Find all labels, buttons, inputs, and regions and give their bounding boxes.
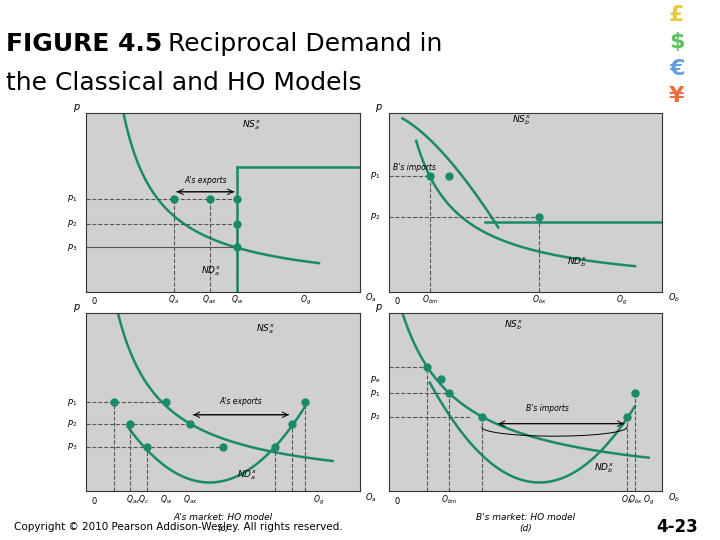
- Point: [435, 375, 446, 383]
- Text: $Q_{ax}$: $Q_{ax}$: [183, 493, 197, 505]
- Text: ¥: ¥: [669, 86, 685, 106]
- Text: $ND_b^x$: $ND_b^x$: [567, 256, 587, 269]
- Point: [444, 171, 455, 180]
- Text: $Q_{w}$: $Q_{w}$: [230, 293, 243, 306]
- Text: $p_2$: $p_2$: [369, 211, 380, 222]
- Text: A's exports: A's exports: [220, 397, 262, 406]
- Text: $Q_a$: $Q_a$: [168, 293, 179, 306]
- Text: $O_g$: $O_g$: [300, 294, 311, 307]
- Text: p: p: [73, 302, 79, 312]
- Text: $O_g$: $O_g$: [643, 494, 654, 507]
- Point: [204, 194, 215, 203]
- Text: €: €: [669, 59, 685, 79]
- Text: £: £: [669, 4, 685, 25]
- Point: [476, 412, 487, 421]
- Point: [621, 412, 633, 421]
- Text: $NS_a^x$: $NS_a^x$: [243, 119, 261, 132]
- Text: $Q_{ax}$: $Q_{ax}$: [126, 493, 140, 505]
- Text: B's market: classical model
(b): B's market: classical model (b): [464, 313, 588, 333]
- Text: $O_g$: $O_g$: [313, 494, 325, 507]
- Text: $Q_c$: $Q_c$: [138, 493, 149, 505]
- Point: [160, 398, 171, 407]
- Text: A's market: classical model
(a): A's market: classical model (a): [161, 313, 285, 333]
- Text: $O_{bx}$: $O_{bx}$: [532, 293, 546, 306]
- Point: [141, 443, 153, 451]
- Text: $p_2$: $p_2$: [369, 411, 380, 422]
- Point: [629, 389, 641, 397]
- Text: $p_2$: $p_2$: [67, 418, 78, 429]
- Text: Copyright © 2010 Pearson Addison-Wesley. All rights reserved.: Copyright © 2010 Pearson Addison-Wesley.…: [14, 522, 343, 532]
- Point: [108, 398, 120, 407]
- Text: FIGURE 4.5: FIGURE 4.5: [6, 32, 163, 56]
- Text: $p_3$: $p_3$: [67, 241, 78, 253]
- Text: 4-23: 4-23: [657, 518, 698, 536]
- Point: [231, 194, 243, 203]
- Point: [125, 420, 136, 428]
- Text: $O_a$: $O_a$: [366, 491, 377, 504]
- Text: p: p: [375, 302, 382, 312]
- Text: $p_2$: $p_2$: [67, 218, 78, 230]
- Point: [300, 398, 311, 407]
- Text: $p_1$: $p_1$: [369, 170, 380, 181]
- Text: B's market: HO model
(d): B's market: HO model (d): [476, 513, 575, 532]
- Text: B's imports: B's imports: [526, 404, 569, 413]
- Point: [286, 420, 297, 428]
- Point: [269, 443, 281, 451]
- Point: [534, 212, 545, 221]
- Text: the Classical and HO Models: the Classical and HO Models: [6, 71, 362, 94]
- Text: $O_K$: $O_K$: [621, 493, 633, 505]
- Text: A's exports: A's exports: [184, 176, 227, 185]
- Text: $O_{bx}$: $O_{bx}$: [628, 493, 642, 505]
- Text: $O_b$: $O_b$: [668, 292, 680, 304]
- Text: p: p: [375, 102, 382, 112]
- Point: [184, 420, 196, 428]
- Text: $O_{bm}$: $O_{bm}$: [422, 293, 438, 306]
- Point: [424, 171, 436, 180]
- Text: $O_a$: $O_a$: [366, 292, 377, 304]
- Text: $O_g$: $O_g$: [616, 294, 627, 307]
- Text: $Q_{ax}$: $Q_{ax}$: [202, 293, 217, 306]
- Point: [444, 389, 455, 397]
- Text: B's imports: B's imports: [393, 164, 436, 172]
- Text: $p_1$: $p_1$: [67, 397, 78, 408]
- Text: 0: 0: [92, 497, 97, 506]
- Text: $p_e$: $p_e$: [369, 374, 380, 384]
- Text: 0: 0: [395, 497, 400, 506]
- Text: $O_{bm}$: $O_{bm}$: [441, 493, 457, 505]
- Text: $NS_b^x$: $NS_b^x$: [504, 319, 523, 332]
- Text: $NS_a^x$: $NS_a^x$: [256, 322, 275, 335]
- Text: $ND_b^x$: $ND_b^x$: [594, 461, 614, 475]
- Text: $p_1$: $p_1$: [369, 388, 380, 399]
- Text: $p_1$: $p_1$: [67, 193, 78, 205]
- Text: $Q_w$: $Q_w$: [160, 493, 172, 505]
- Text: $O_b$: $O_b$: [668, 491, 680, 504]
- Text: $ND_a^x$: $ND_a^x$: [237, 468, 257, 482]
- Point: [217, 443, 229, 451]
- Text: 0: 0: [395, 297, 400, 306]
- Text: $: $: [669, 32, 685, 52]
- Text: 0: 0: [92, 297, 97, 306]
- Point: [168, 194, 180, 203]
- Text: $NS_b^x$: $NS_b^x$: [512, 113, 531, 127]
- Point: [231, 220, 243, 228]
- Text: Reciprocal Demand in: Reciprocal Demand in: [168, 32, 442, 56]
- Point: [231, 242, 243, 251]
- Text: A's market: HO model
(c): A's market: HO model (c): [174, 513, 273, 532]
- Text: p: p: [73, 102, 79, 112]
- Text: $ND_a^x$: $ND_a^x$: [202, 265, 222, 278]
- Text: $p_3$: $p_3$: [67, 441, 78, 453]
- Point: [421, 362, 433, 371]
